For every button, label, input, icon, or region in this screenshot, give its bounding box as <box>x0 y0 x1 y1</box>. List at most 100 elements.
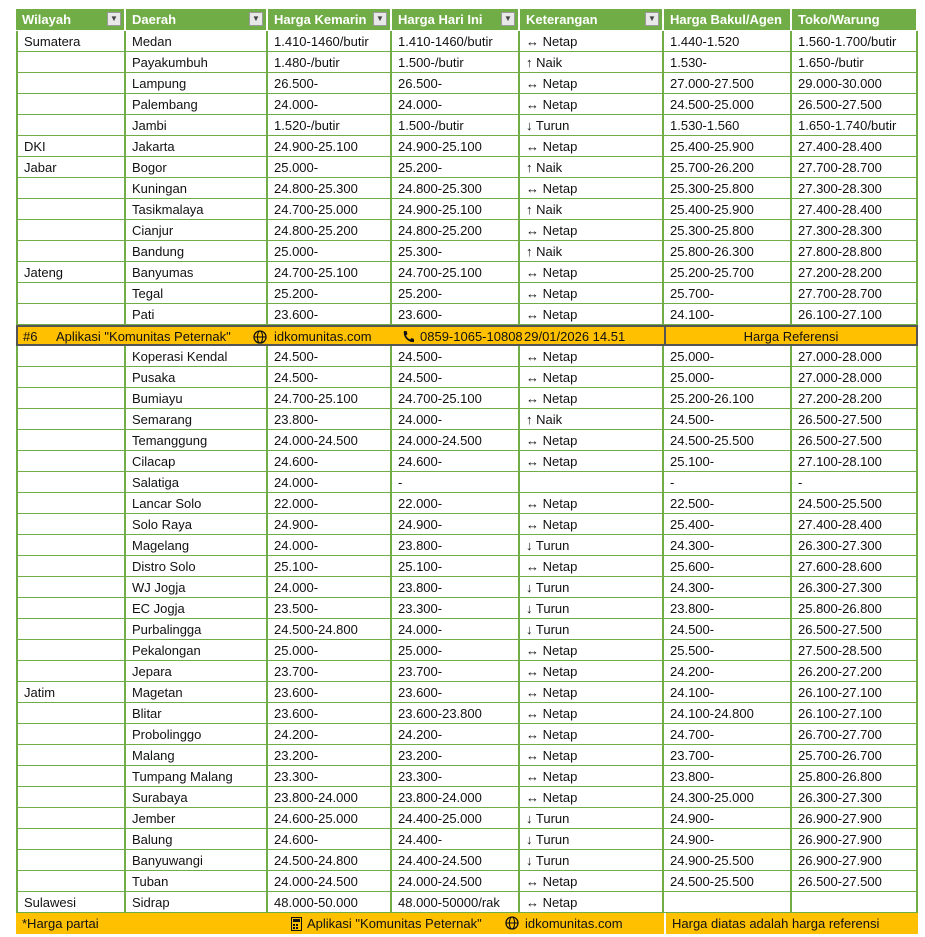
cell: ↑ Naik <box>520 241 664 262</box>
cell: 24.000- <box>392 619 520 640</box>
cell: 25.200- <box>392 157 520 178</box>
cell: Payakumbuh <box>126 52 268 73</box>
cell: Balung <box>126 829 268 850</box>
cell: 29.000-30.000 <box>792 73 918 94</box>
cell: Jepara <box>126 661 268 682</box>
filter-button[interactable]: ▼ <box>645 12 659 26</box>
cell: Tuban <box>126 871 268 892</box>
cell: 24.600- <box>392 451 520 472</box>
cell: 48.000-50.000 <box>268 892 392 913</box>
column-header: Harga Kemarin <box>268 9 392 30</box>
cell: 24.500- <box>268 367 392 388</box>
cell: 23.600- <box>392 682 520 703</box>
cell: Lancar Solo <box>126 493 268 514</box>
cell: ↔ Netap <box>520 766 664 787</box>
cell: 24.500-24.800 <box>268 619 392 640</box>
cell: Sidrap <box>126 892 268 913</box>
cell: 23.700- <box>268 661 392 682</box>
divider <box>664 913 666 934</box>
cell: 24.400-24.500 <box>392 850 520 871</box>
cell: 22.000- <box>268 493 392 514</box>
cell: ↔ Netap <box>520 73 664 94</box>
cell: DKI <box>16 136 126 157</box>
cell: ↔ Netap <box>520 703 664 724</box>
cell: ↔ Netap <box>520 493 664 514</box>
cell: 23.500- <box>268 598 392 619</box>
cell: ↓ Turun <box>520 829 664 850</box>
cell: ↔ Netap <box>520 346 664 367</box>
cell: ↓ Turun <box>520 850 664 871</box>
cell: 24.100- <box>664 682 792 703</box>
cell: 1.520-/butir <box>268 115 392 136</box>
cell: 24.500- <box>664 619 792 640</box>
cell: ↓ Turun <box>520 598 664 619</box>
cell <box>16 388 126 409</box>
cell <box>16 514 126 535</box>
cell <box>16 619 126 640</box>
cell: 25.400-25.900 <box>664 136 792 157</box>
cell: 26.500-27.500 <box>792 430 918 451</box>
footer-row: *Harga partai Aplikasi "Komunitas Peterna… <box>16 913 918 934</box>
cell: - <box>792 472 918 493</box>
cell <box>520 472 664 493</box>
cell: Solo Raya <box>126 514 268 535</box>
cell: Malang <box>126 745 268 766</box>
cell: Jember <box>126 808 268 829</box>
cell: ↓ Turun <box>520 808 664 829</box>
cell: 1.480-/butir <box>268 52 392 73</box>
cell: ↔ Netap <box>520 94 664 115</box>
filter-button[interactable]: ▼ <box>107 12 121 26</box>
cell <box>16 829 126 850</box>
cell: 24.100-24.800 <box>664 703 792 724</box>
cell: 26.100-27.100 <box>792 703 918 724</box>
filter-button[interactable]: ▼ <box>249 12 263 26</box>
footer-note: *Harga partai <box>22 916 99 931</box>
cell: Tumpang Malang <box>126 766 268 787</box>
cell: 24.700-25.100 <box>392 262 520 283</box>
cell: 27.600-28.600 <box>792 556 918 577</box>
cell: 24.200- <box>664 661 792 682</box>
cell: 27.300-28.300 <box>792 220 918 241</box>
cell: Banyumas <box>126 262 268 283</box>
filter-button[interactable]: ▼ <box>373 12 387 26</box>
cell: 22.000- <box>392 493 520 514</box>
cell: 23.300- <box>392 766 520 787</box>
cell <box>16 745 126 766</box>
cell: 26.300-27.300 <box>792 535 918 556</box>
cell: Magelang <box>126 535 268 556</box>
cell: 1.530-1.560 <box>664 115 792 136</box>
cell: Sumatera <box>16 31 126 52</box>
cell: 24.200- <box>268 724 392 745</box>
cell: 26.100-27.100 <box>792 682 918 703</box>
footer-website: idkomunitas.com <box>525 916 623 931</box>
cell: 24.500- <box>268 346 392 367</box>
cell: 25.000- <box>268 157 392 178</box>
cell: 24.000- <box>268 535 392 556</box>
column-header: Daerah <box>126 9 268 30</box>
cell: 24.800-25.200 <box>268 220 392 241</box>
divider <box>664 327 666 344</box>
cell: Jakarta <box>126 136 268 157</box>
cell: Bogor <box>126 157 268 178</box>
filter-button[interactable]: ▼ <box>501 12 515 26</box>
cell: 24.500-25.500 <box>792 493 918 514</box>
cell: ↑ Naik <box>520 199 664 220</box>
cell: 24.800-25.300 <box>268 178 392 199</box>
cell: 24.000-24.500 <box>392 430 520 451</box>
cell: ↔ Netap <box>520 514 664 535</box>
cell <box>16 241 126 262</box>
cell: ↑ Naik <box>520 409 664 430</box>
cell: - <box>664 472 792 493</box>
globe-icon <box>253 330 267 344</box>
cell: Medan <box>126 31 268 52</box>
cell: 27.400-28.400 <box>792 199 918 220</box>
cell <box>16 493 126 514</box>
cell: 26.900-27.900 <box>792 808 918 829</box>
cell: ↔ Netap <box>520 724 664 745</box>
cell <box>16 367 126 388</box>
cell: 25.000- <box>268 241 392 262</box>
cell: ↔ Netap <box>520 787 664 808</box>
cell: ↓ Turun <box>520 577 664 598</box>
calculator-icon <box>291 917 302 931</box>
cell: 23.800-24.000 <box>268 787 392 808</box>
